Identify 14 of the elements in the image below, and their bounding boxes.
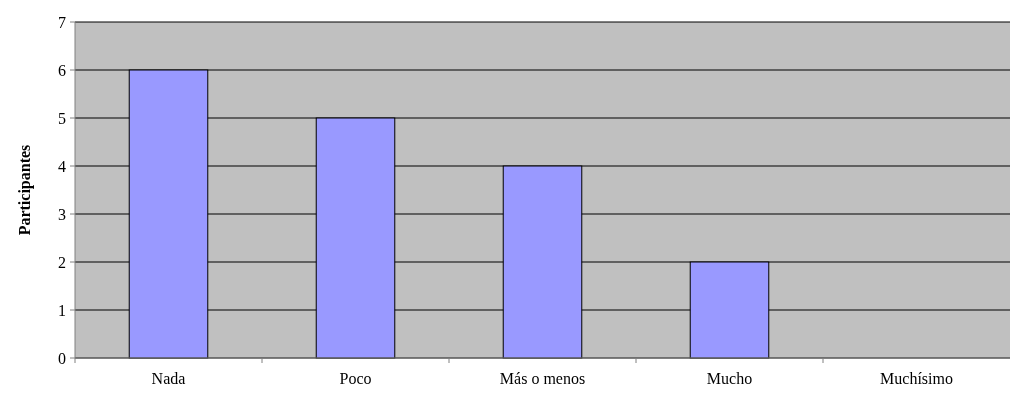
x-tick-label: Más o menos bbox=[499, 370, 586, 387]
x-tick-label: Nada bbox=[151, 370, 186, 387]
y-tick-label: 0 bbox=[58, 349, 66, 367]
y-tick-label: 1 bbox=[58, 301, 66, 319]
y-axis-title: Participantes bbox=[16, 144, 34, 236]
x-tick-label: Mucho bbox=[706, 370, 753, 387]
y-tick-label: 4 bbox=[58, 157, 66, 175]
y-tick-label: 3 bbox=[58, 205, 66, 223]
y-tick-label: 7 bbox=[58, 13, 66, 31]
x-tick-label: Poco bbox=[339, 370, 372, 387]
y-tick-label: 6 bbox=[58, 61, 66, 79]
y-tick-label: 2 bbox=[58, 253, 66, 271]
x-tick-label: Muchísimo bbox=[880, 370, 953, 387]
y-tick-label: 5 bbox=[58, 109, 66, 127]
